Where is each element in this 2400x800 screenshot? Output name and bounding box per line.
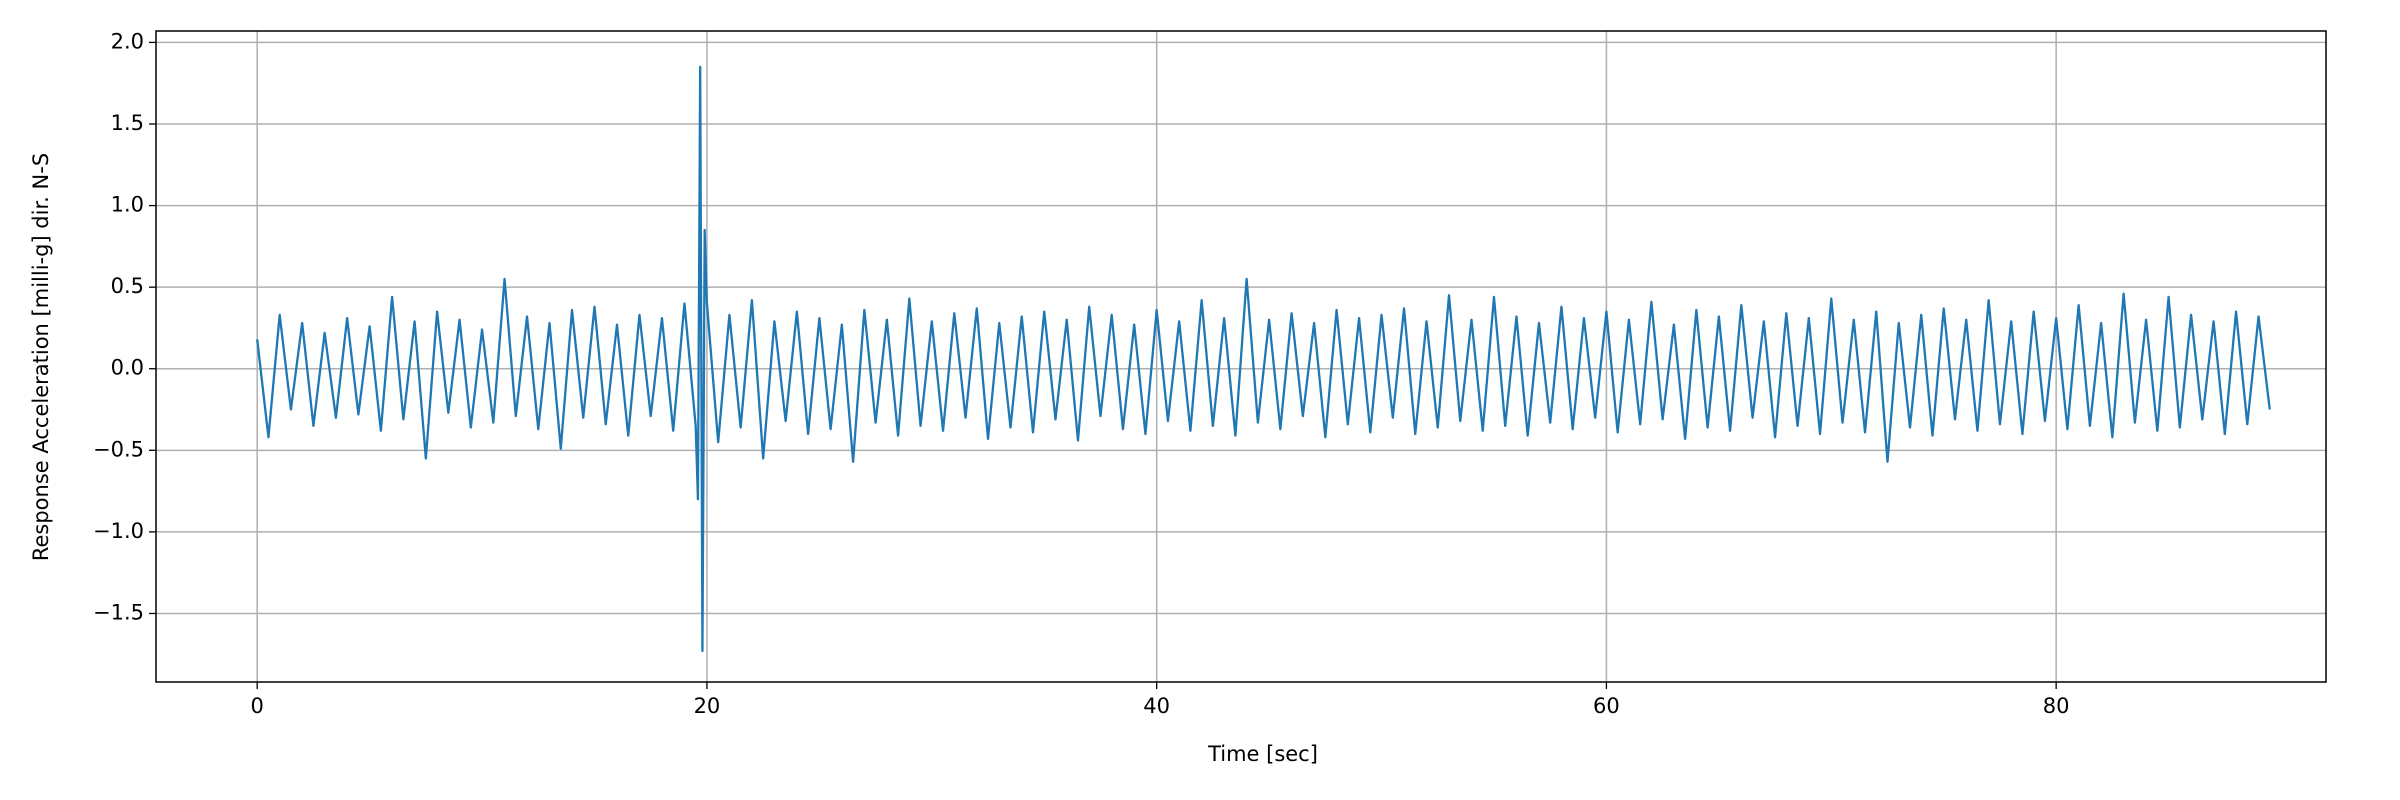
x-tick-label: 20	[694, 694, 721, 718]
y-tick-label: 1.0	[111, 193, 144, 217]
plot-frame	[155, 30, 2327, 683]
y-tick-label: 1.5	[111, 111, 144, 135]
x-tick-label: 80	[2043, 694, 2070, 718]
data-line	[256, 65, 2271, 653]
y-tick-label: 0.5	[111, 274, 144, 298]
x-tick-label: 60	[1593, 694, 1620, 718]
y-tick-label: −1.0	[93, 519, 144, 543]
y-tick-label: 0.0	[111, 356, 144, 380]
y-tick-label: −1.5	[93, 600, 144, 624]
y-axis-label: Response Acceleration [milli-g] dir. N-S	[29, 153, 53, 561]
y-tick-label: 2.0	[111, 29, 144, 53]
y-tick-label: −0.5	[93, 437, 144, 461]
x-axis-label: Time [sec]	[1207, 742, 1318, 766]
x-tick-label: 0	[251, 694, 264, 718]
x-tick-label: 40	[1143, 694, 1170, 718]
